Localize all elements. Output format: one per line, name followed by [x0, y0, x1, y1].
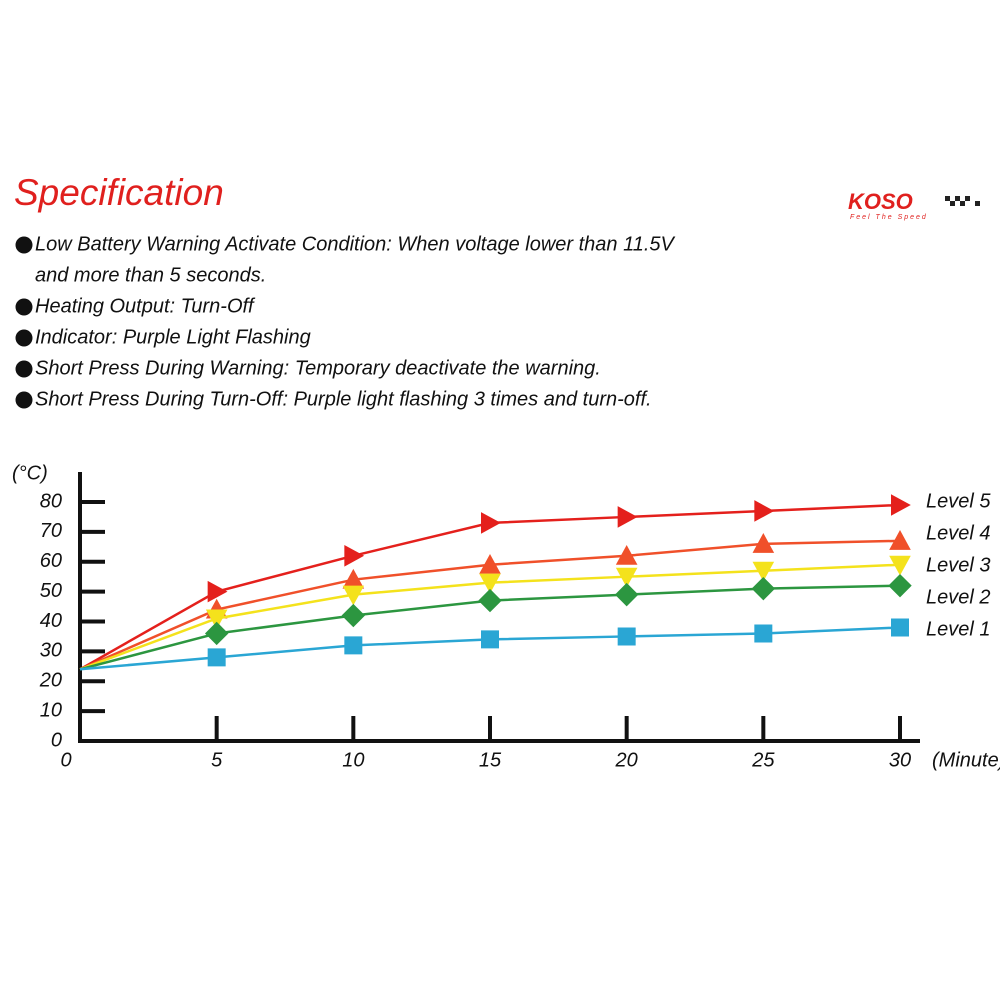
bullet — [15, 298, 33, 316]
logo-flag — [945, 196, 980, 206]
marker — [204, 621, 229, 646]
marker — [617, 627, 636, 646]
marker — [478, 588, 502, 613]
x-tick-label: 20 — [615, 749, 638, 771]
marker — [615, 544, 638, 565]
legend-label: Level 5 — [926, 490, 991, 512]
marker — [344, 636, 363, 655]
marker — [344, 544, 365, 567]
marker — [479, 553, 501, 574]
x-tick-label: 0 — [60, 749, 71, 771]
y-tick-label: 20 — [39, 670, 62, 692]
y-tick-label: 70 — [40, 520, 62, 542]
logo-tagline: Feel The Speed — [850, 214, 928, 221]
marker — [207, 580, 228, 603]
marker — [754, 624, 773, 643]
legend-label: Level 3 — [926, 554, 991, 576]
x-axis-label: (Minute) — [932, 749, 1000, 771]
marker — [342, 585, 365, 606]
marker — [751, 576, 776, 601]
marker — [888, 573, 912, 598]
x-tick-label: 25 — [751, 749, 775, 771]
y-axis-label: (°C) — [12, 462, 48, 484]
x-tick-label: 30 — [889, 749, 911, 771]
marker — [479, 573, 501, 594]
marker — [481, 512, 501, 534]
title: Specification — [14, 172, 224, 213]
legend-label: Level 2 — [926, 586, 991, 608]
marker — [891, 494, 911, 516]
bullet — [15, 360, 33, 378]
y-tick-label: 10 — [40, 699, 62, 721]
legend-label: Level 4 — [926, 522, 991, 544]
y-tick-label: 60 — [40, 550, 62, 572]
spec-line: Low Battery Warning Activate Condition: … — [35, 233, 676, 255]
y-tick-label: 40 — [40, 610, 62, 632]
marker — [207, 648, 226, 667]
marker — [481, 630, 499, 649]
y-tick-label: 50 — [40, 580, 62, 602]
marker — [341, 603, 366, 628]
spec-line: Heating Output: Turn-Off — [35, 295, 256, 317]
y-tick-label: 80 — [40, 490, 62, 512]
logo: KOSO — [848, 189, 913, 214]
legend-label: Level 1 — [926, 618, 991, 640]
marker — [754, 500, 775, 522]
marker — [752, 561, 775, 582]
marker — [615, 567, 638, 588]
marker — [891, 618, 909, 637]
marker — [617, 506, 638, 528]
marker — [889, 555, 911, 576]
bullet — [15, 236, 33, 254]
marker — [889, 530, 911, 550]
x-tick-label: 15 — [479, 749, 502, 771]
marker — [342, 568, 365, 589]
x-tick-label: 5 — [211, 749, 223, 771]
spec-line: Short Press During Warning: Temporary de… — [35, 357, 601, 379]
spec-line: Short Press During Turn-Off: Purple ligh… — [35, 388, 652, 410]
bullet — [15, 391, 33, 409]
spec-line: and more than 5 seconds. — [35, 264, 266, 286]
x-tick-label: 10 — [342, 749, 364, 771]
y-tick-label: 0 — [51, 729, 62, 751]
marker — [205, 609, 228, 630]
spec-line: Indicator: Purple Light Flashing — [35, 326, 311, 348]
marker — [614, 582, 639, 607]
bullet — [15, 329, 33, 347]
marker — [752, 533, 775, 553]
y-tick-label: 30 — [40, 640, 62, 662]
